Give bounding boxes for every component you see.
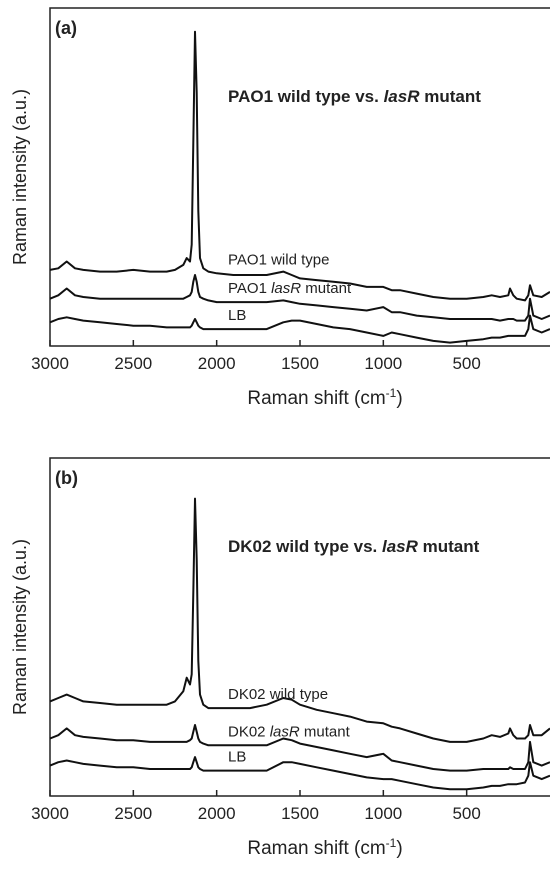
x-tick-label: 1500: [281, 804, 319, 823]
x-tick-label: 500: [452, 354, 480, 373]
text-part: LB: [228, 307, 246, 324]
text-part: ): [396, 388, 402, 409]
text-part: -1: [386, 836, 397, 850]
x-axis-label: Raman shift (cm-1): [247, 386, 402, 409]
text-part: ): [396, 838, 402, 859]
x-tick-label: 1000: [364, 804, 402, 823]
text-part: DK02 wild type: [228, 686, 328, 703]
panel-label: (b): [55, 468, 78, 488]
text-part: lasR: [271, 280, 301, 297]
panel-label: (a): [55, 18, 77, 38]
text-part: -1: [386, 386, 397, 400]
text-part: mutant: [420, 87, 482, 106]
text-part: mutant: [418, 537, 480, 556]
text-part: PAO1 wild type: [228, 251, 329, 268]
spectrum-line: [49, 30, 550, 302]
x-tick-label: 2500: [114, 354, 152, 373]
y-axis-label: Raman intensity (a.u.): [10, 539, 30, 715]
x-axis-label: Raman shift (cm-1): [247, 836, 402, 859]
text-part: Raman shift (cm: [247, 838, 385, 859]
text-part: PAO1: [228, 280, 271, 297]
spectrum-line: [49, 314, 550, 344]
x-tick-label: 500: [452, 804, 480, 823]
x-tick-label: 2000: [198, 354, 236, 373]
spectrum-line: [49, 274, 550, 322]
x-tick-label: 2000: [198, 804, 236, 823]
text-part: mutant: [301, 280, 352, 297]
x-tick-label: 3000: [31, 804, 69, 823]
y-axis-label: Raman intensity (a.u.): [10, 89, 30, 265]
spectrum-line: [49, 724, 550, 772]
text-part: DK02: [228, 723, 270, 740]
series-label: LB: [228, 749, 246, 766]
spectrum-line: [49, 497, 550, 743]
x-tick-label: 2500: [114, 804, 152, 823]
text-part: lasR: [382, 537, 419, 556]
text-part: lasR: [270, 723, 300, 740]
series-label: PAO1 wild type: [228, 251, 329, 268]
series-label: LB: [228, 307, 246, 324]
plot-frame: [49, 7, 550, 347]
series-label: DK02 lasR mutant: [228, 723, 351, 740]
x-tick-label: 3000: [31, 354, 69, 373]
text-part: DK02 wild type vs.: [228, 537, 382, 556]
text-part: Raman shift (cm: [247, 388, 385, 409]
x-tick-label: 1500: [281, 354, 319, 373]
text-part: mutant: [300, 723, 351, 740]
text-part: PAO1 wild type vs.: [228, 87, 384, 106]
series-label: DK02 wild type: [228, 686, 328, 703]
plot-frame: [49, 457, 550, 797]
text-part: lasR: [384, 87, 421, 106]
text-part: LB: [228, 749, 246, 766]
x-tick-label: 1000: [364, 354, 402, 373]
series-label: PAO1 lasR mutant: [228, 280, 352, 297]
chart-title: PAO1 wild type vs. lasR mutant: [228, 87, 481, 106]
spectrum-line: [49, 756, 550, 791]
chart-title: DK02 wild type vs. lasR mutant: [228, 537, 480, 556]
